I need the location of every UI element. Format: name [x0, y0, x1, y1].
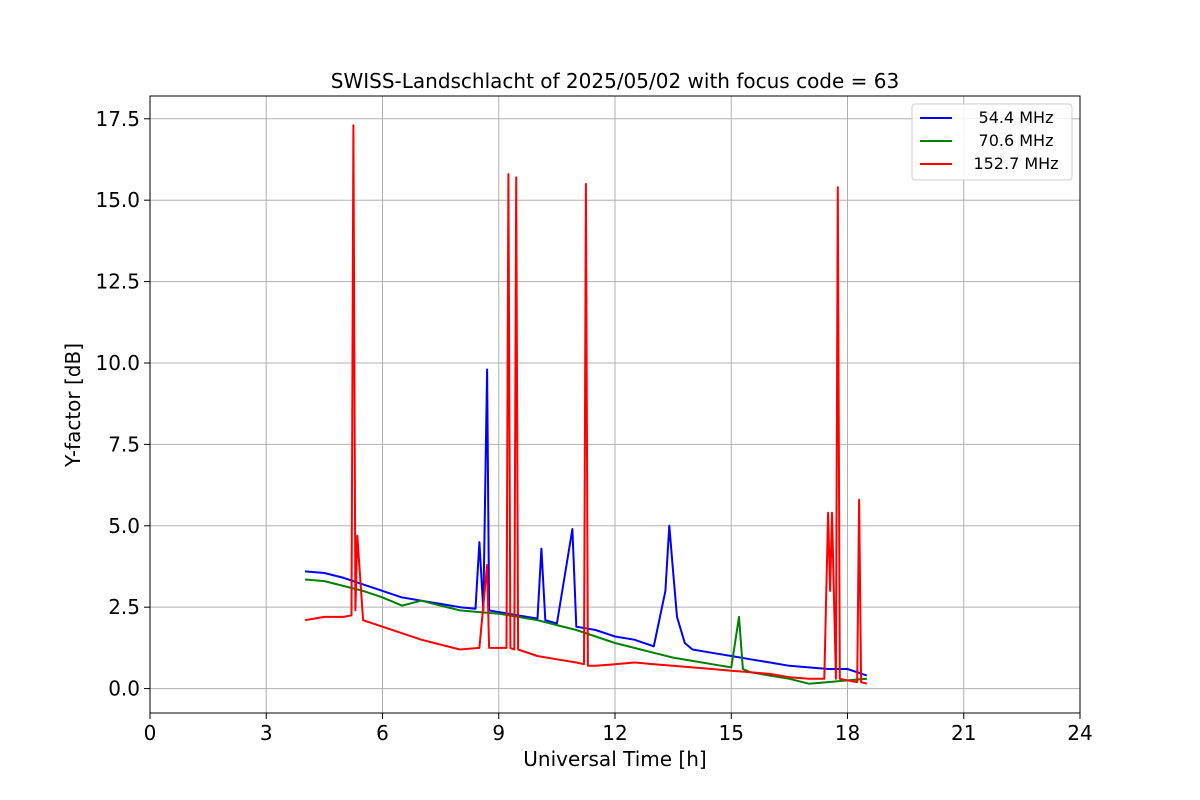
x-tick-label: 21: [951, 721, 976, 745]
y-tick-label: 12.5: [95, 270, 140, 294]
x-tick-label: 18: [835, 721, 860, 745]
x-tick-label: 24: [1067, 721, 1092, 745]
x-tick-label: 9: [492, 721, 505, 745]
series-layer: [304, 124, 868, 685]
legend-label: 54.4 MHz: [979, 108, 1054, 127]
y-tick-label: 7.5: [108, 432, 140, 456]
y-tick-label: 0.0: [108, 677, 140, 701]
x-tick-label: 15: [719, 721, 744, 745]
x-tick-label: 0: [144, 721, 157, 745]
series-line-1: [304, 368, 868, 677]
series-line-2: [304, 578, 867, 685]
legend-label: 70.6 MHz: [979, 131, 1054, 150]
y-tick-label: 5.0: [108, 514, 140, 538]
legend: 54.4 MHz 70.6 MHz 152.7 MHz: [911, 103, 1073, 181]
x-axis: 0 3 6 9 12 15 18 21 24: [144, 713, 1093, 745]
y-axis: 0.0 2.5 5.0 7.5 10.0 12.5 15.0 17.5: [95, 107, 150, 701]
legend-box: [911, 103, 1073, 181]
y-tick-label: 10.0: [95, 351, 140, 375]
y-tick-label: 15.0: [95, 188, 140, 212]
x-tick-label: 3: [260, 721, 273, 745]
series-line-3: [304, 124, 868, 685]
y-tick-label: 2.5: [108, 595, 140, 619]
y-axis-label: Y-factor [dB]: [61, 343, 85, 468]
chart-title: SWISS-Landschlacht of 2025/05/02 with fo…: [331, 69, 899, 93]
y-tick-label: 17.5: [95, 107, 140, 131]
legend-label: 152.7 MHz: [973, 154, 1058, 173]
x-axis-label: Universal Time [h]: [523, 747, 706, 771]
x-tick-label: 12: [602, 721, 627, 745]
x-tick-label: 6: [376, 721, 389, 745]
